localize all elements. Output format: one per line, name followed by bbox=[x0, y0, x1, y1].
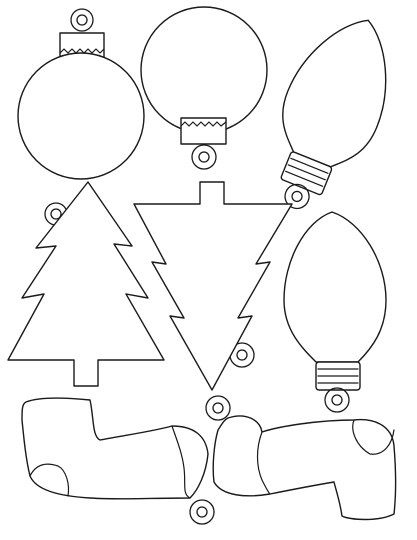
ornament-round-icon bbox=[17, 8, 145, 180]
stocking-icon bbox=[21, 397, 215, 525]
christmas-tree-icon bbox=[7, 181, 165, 387]
stocking-inverted-icon bbox=[205, 395, 397, 521]
light-bulb-icon bbox=[280, 19, 387, 210]
christmas-tree-inverted-icon bbox=[133, 181, 293, 391]
light-bulb-upright-icon bbox=[283, 211, 387, 413]
ornament-round-inverted-icon bbox=[140, 6, 268, 170]
